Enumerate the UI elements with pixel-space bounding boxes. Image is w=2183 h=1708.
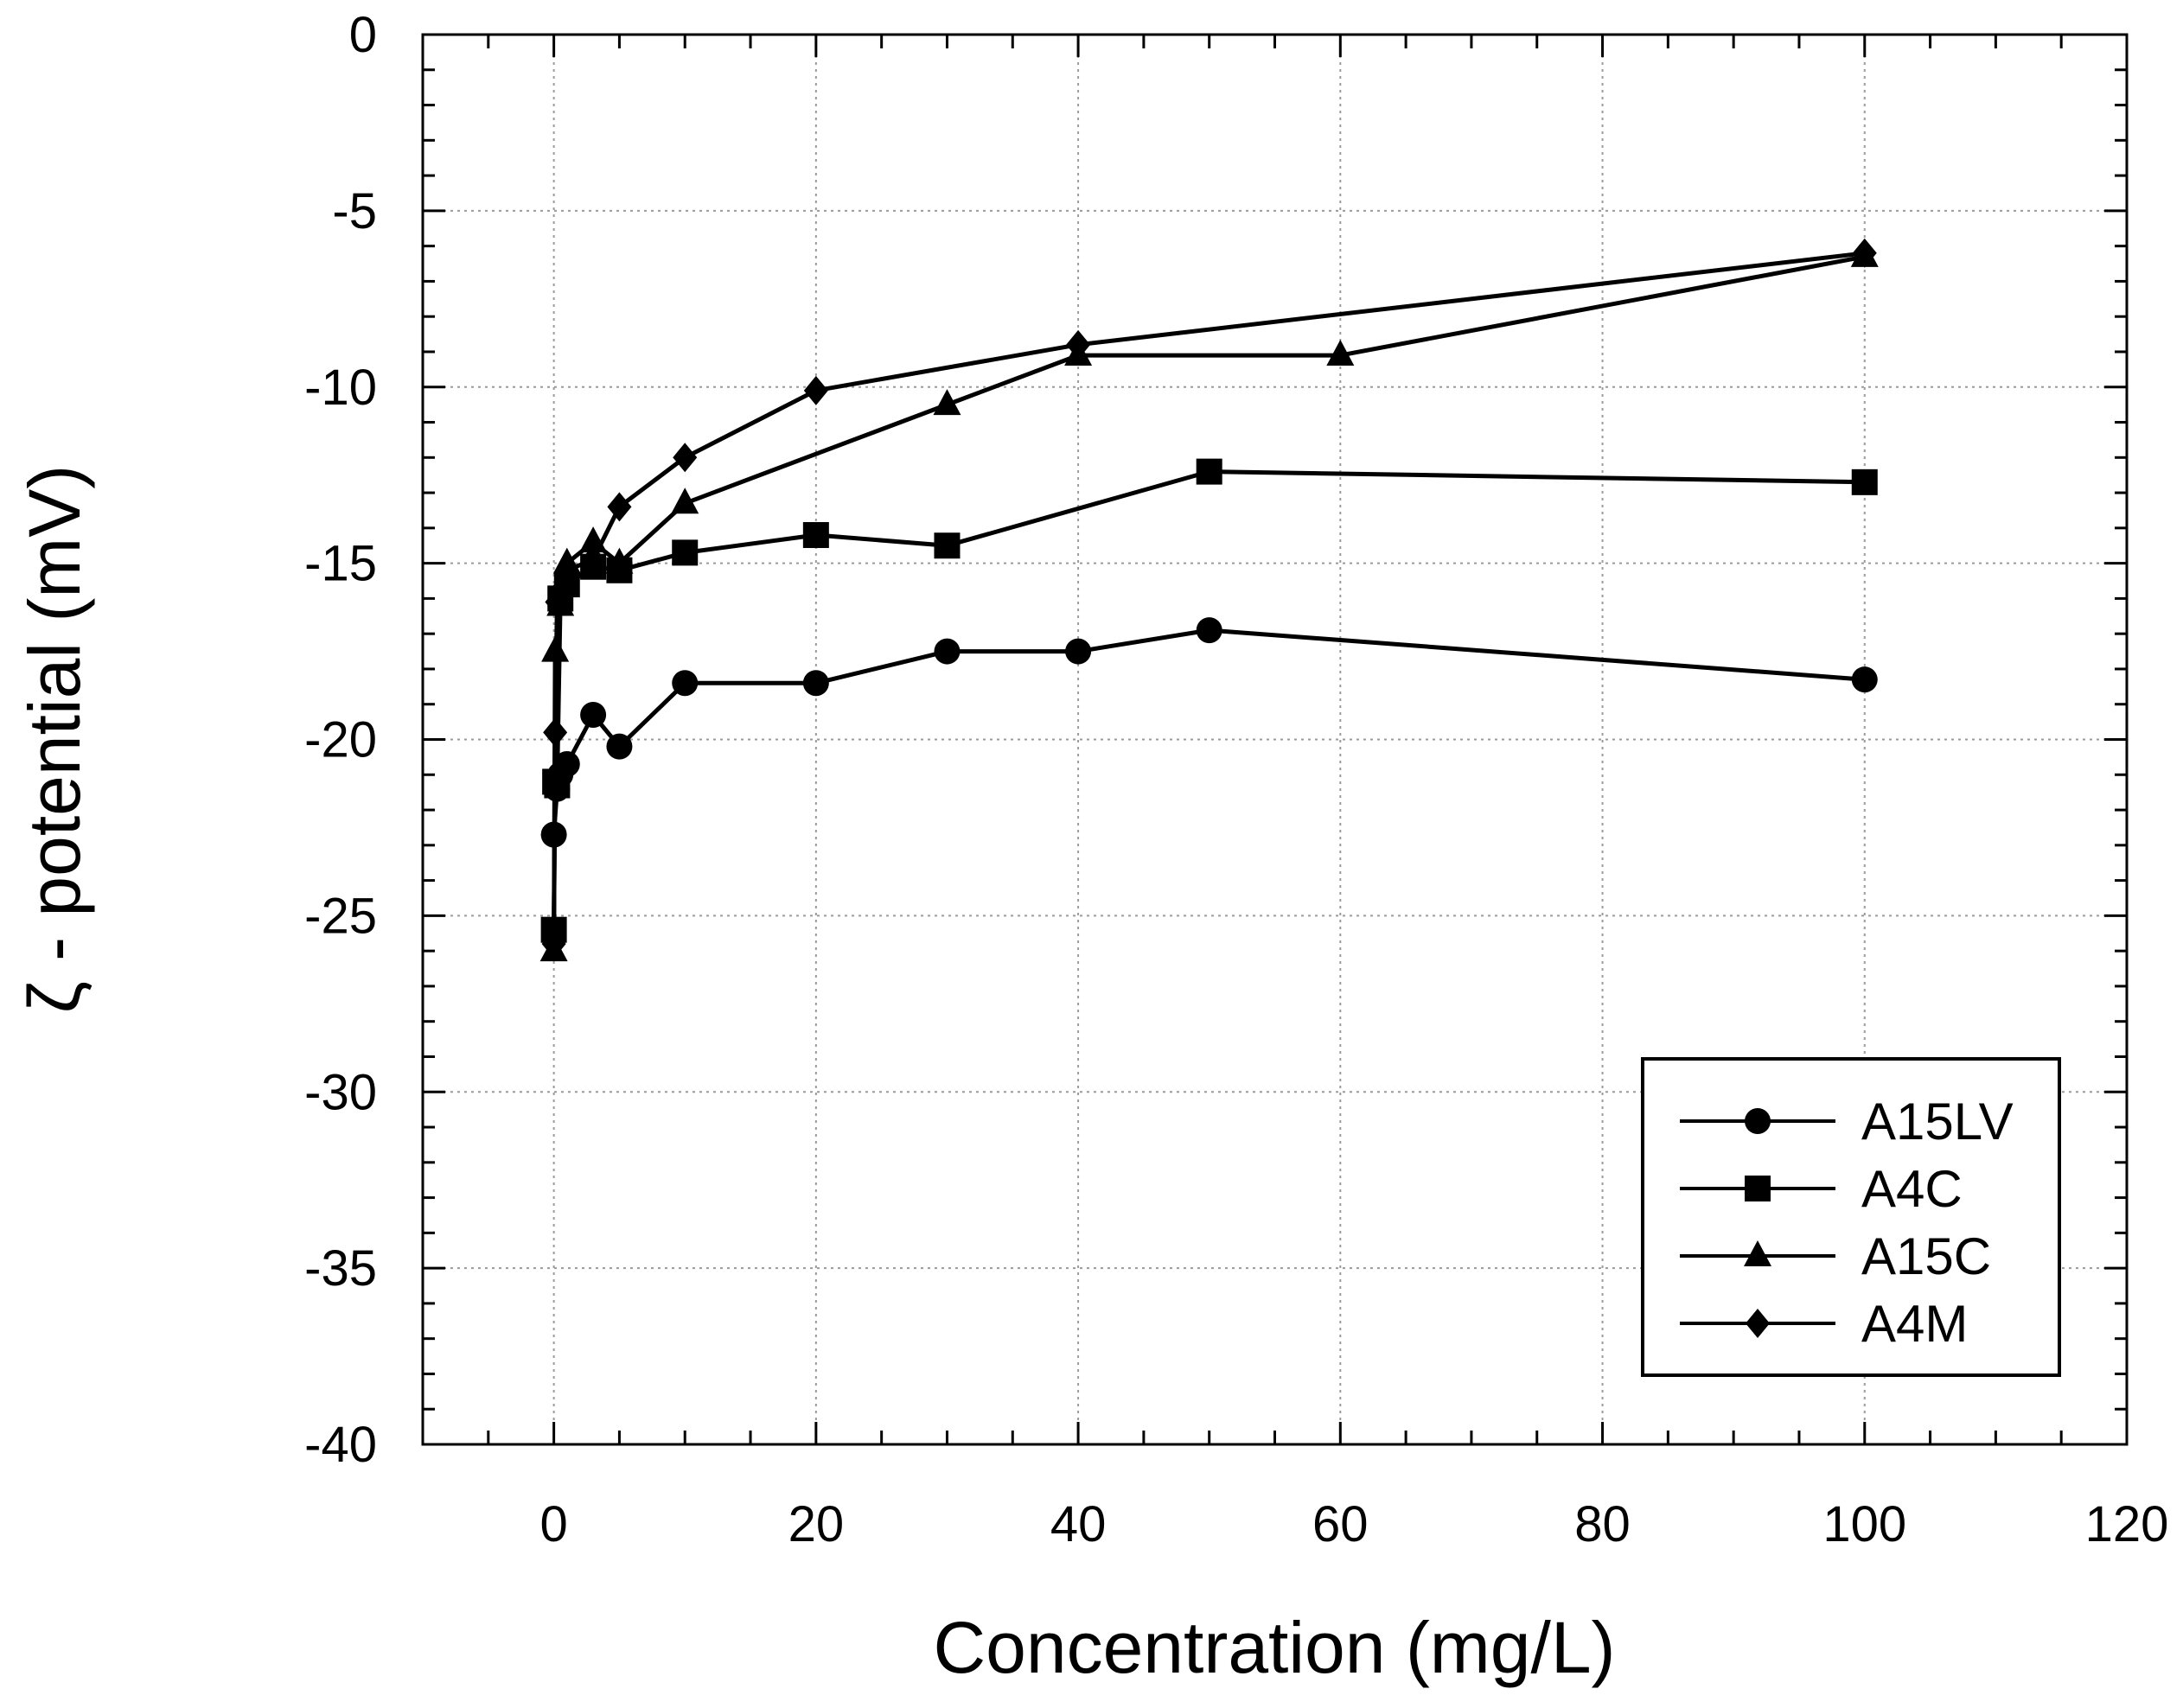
data-point bbox=[1066, 329, 1091, 360]
data-point bbox=[607, 492, 632, 522]
legend-marker bbox=[1746, 1309, 1770, 1338]
y-tick-label: -10 bbox=[304, 360, 377, 416]
x-tick-label: 40 bbox=[1050, 1496, 1107, 1552]
data-point bbox=[580, 701, 607, 728]
data-point bbox=[934, 532, 961, 559]
series-line bbox=[552, 254, 1866, 952]
series-line bbox=[552, 628, 1865, 835]
data-point bbox=[802, 670, 829, 697]
legend-marker bbox=[1745, 1176, 1771, 1201]
series-a15c bbox=[539, 240, 1879, 962]
data-point bbox=[554, 555, 579, 585]
data-point bbox=[934, 638, 961, 665]
data-point bbox=[933, 389, 961, 416]
legend: A15LV A4C A15C A4M bbox=[1641, 1057, 2061, 1377]
data-point bbox=[581, 545, 606, 575]
series-a4m bbox=[541, 238, 1877, 959]
grid-lines bbox=[423, 35, 2127, 1444]
data-point bbox=[672, 539, 699, 566]
x-tick-label: 80 bbox=[1574, 1496, 1631, 1552]
data-point bbox=[1065, 638, 1092, 665]
data-point bbox=[605, 547, 634, 574]
x-axis-tick-labels: 0 20 40 60 80 100 120 bbox=[539, 1496, 2168, 1552]
legend-marker bbox=[1745, 1108, 1771, 1134]
y-axis-title: ζ - potential (mV) bbox=[14, 465, 95, 1014]
series-a15lv bbox=[540, 617, 1878, 848]
x-tick-label: 20 bbox=[788, 1496, 845, 1552]
y-tick-label: -35 bbox=[304, 1240, 377, 1297]
y-tick-label: -40 bbox=[304, 1417, 377, 1473]
legend-label: A15C bbox=[1861, 1227, 1991, 1285]
series-line bbox=[552, 469, 1865, 930]
data-point bbox=[672, 670, 699, 697]
x-axis-title: Concentration (mg/L) bbox=[933, 1607, 1615, 1688]
data-point bbox=[1196, 617, 1222, 644]
x-tick-label: 0 bbox=[539, 1496, 567, 1552]
axis-ticks bbox=[423, 35, 2127, 1444]
series-a4c bbox=[540, 458, 1878, 943]
data-point bbox=[1851, 666, 1878, 693]
data-series bbox=[539, 238, 1879, 962]
legend-item: A15LV bbox=[1680, 1093, 2014, 1150]
data-point bbox=[544, 772, 571, 799]
y-tick-label: 0 bbox=[349, 7, 377, 63]
data-point bbox=[673, 443, 698, 473]
legend-label: A4M bbox=[1861, 1295, 1968, 1353]
y-axis-tick-labels: 0 -5 -10 -15 -20 -25 -30 -35 -40 bbox=[304, 7, 377, 1473]
data-point bbox=[606, 733, 633, 760]
data-point bbox=[541, 928, 566, 959]
data-point bbox=[803, 375, 828, 405]
legend-label: A15LV bbox=[1861, 1093, 2014, 1150]
y-tick-label: -30 bbox=[304, 1064, 377, 1120]
data-point bbox=[1196, 458, 1222, 485]
x-tick-label: 60 bbox=[1312, 1496, 1369, 1552]
x-tick-label: 120 bbox=[2085, 1496, 2169, 1552]
x-tick-label: 100 bbox=[1822, 1496, 1906, 1552]
y-tick-label: -25 bbox=[304, 888, 377, 944]
data-point bbox=[1851, 468, 1878, 495]
data-point bbox=[1852, 238, 1877, 268]
legend-item: A4C bbox=[1680, 1160, 1963, 1218]
legend-marker bbox=[1744, 1240, 1771, 1266]
data-point bbox=[1326, 340, 1355, 366]
data-point bbox=[671, 488, 699, 514]
data-point bbox=[543, 717, 568, 748]
y-tick-label: -5 bbox=[332, 183, 377, 239]
data-point bbox=[802, 522, 829, 549]
legend-label: A4C bbox=[1861, 1160, 1963, 1218]
y-tick-label: -15 bbox=[304, 536, 377, 592]
y-tick-label: -20 bbox=[304, 712, 377, 768]
legend-item: A15C bbox=[1680, 1227, 1991, 1285]
legend-item: A4M bbox=[1680, 1295, 1968, 1353]
